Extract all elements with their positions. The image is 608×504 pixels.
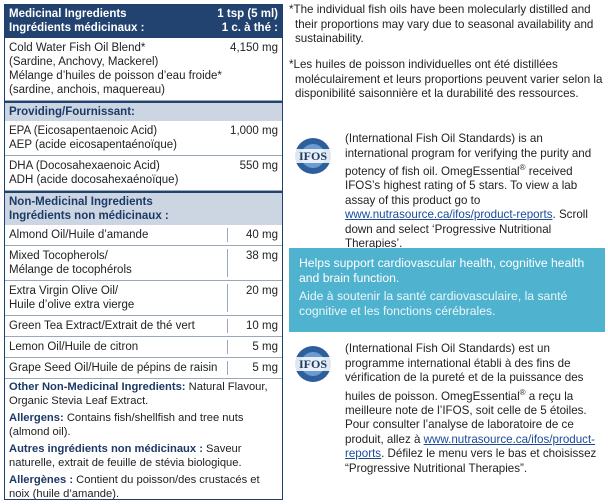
autres-ingredients: Autres ingrédients non médicinaux : Save… xyxy=(9,443,242,469)
other-ingredients: Other Non-Medicinal Ingredients: Natural… xyxy=(9,381,268,407)
note-en: *The individual fish oils have been mole… xyxy=(289,3,594,45)
table-row: Grape Seed Oil/Huile de pépins de raisin… xyxy=(5,358,282,379)
ifos-text-en: (International Fish Oil Standards) is an… xyxy=(345,132,592,251)
ingredient-name: Extra Virgin Olive Oil/ Huile d’olive ex… xyxy=(9,285,135,311)
header-medicinal-fr: Ingrédients médicinaux : xyxy=(9,22,145,34)
nonmedicinal-label: Non-Medicinal Ingredients Ingrédients no… xyxy=(5,193,282,225)
ifos-link-fr[interactable]: www.nutrasource.ca/ifos/product-reports xyxy=(345,432,596,461)
ingredient-name: EPA (Eicosapentaenoic Acid) AEP (acide e… xyxy=(9,125,177,151)
table-row: Green Tea Extract/Extrait de thé vert 10 … xyxy=(5,316,282,337)
ingredient-name: Cold Water Fish Oil Blend* (Sardine, Anc… xyxy=(9,42,222,96)
ifos-text-fr: (International Fish Oil Standards) est u… xyxy=(345,342,597,475)
ingredient-name: DHA (Docosahexaenoic Acid) ADH (acide do… xyxy=(9,160,179,186)
svg-text:IFOS: IFOS xyxy=(299,357,327,371)
header-medicinal-en: Medicinal Ingredients xyxy=(9,8,127,20)
ifos-section-en: IFOS (International Fish Oil Standards) … xyxy=(289,132,605,252)
header-serving-en: 1 tsp (5 ml) xyxy=(217,8,278,20)
ingredient-amount: 40 mg xyxy=(227,228,278,242)
table-header: Medicinal Ingredients Ingrédients médici… xyxy=(5,5,282,38)
ingredient-amount: 38 mg xyxy=(227,249,278,277)
ingredient-amount: 5 mg xyxy=(227,361,278,375)
ingredient-amount: 550 mg xyxy=(239,160,278,172)
table-row: Extra Virgin Olive Oil/ Huile d’olive ex… xyxy=(5,281,282,316)
ingredient-amount: 20 mg xyxy=(227,284,278,312)
banner-fr: Aide à soutenir la santé cardiovasculair… xyxy=(299,289,568,318)
ingredient-name: Grape Seed Oil/Huile de pépins de raisin xyxy=(9,362,218,374)
ingredients-table: Medicinal Ingredients Ingrédients médici… xyxy=(4,4,283,500)
ingredient-amount: 10 mg xyxy=(227,319,278,333)
ingredient-amount: 1,000 mg xyxy=(230,125,278,137)
providing-label: Providing/Fournissant: xyxy=(5,103,282,121)
table-row: Mixed Tocopherols/ Mélange de tocophérol… xyxy=(5,246,282,281)
ingredient-name: Lemon Oil/Huile de citron xyxy=(9,341,139,353)
table-row: Lemon Oil/Huile de citron 5 mg xyxy=(5,337,282,358)
nonmedicinal-label-fr: Ingrédients non médicinaux : xyxy=(9,210,169,222)
note-fr: *Les huiles de poisson individuelles ont… xyxy=(289,58,603,100)
ifos-logo-fr: IFOS xyxy=(289,346,337,382)
table-row: DHA (Docosahexaenoic Acid) ADH (acide do… xyxy=(5,156,282,191)
banner-en: Helps support cardiovascular health, cog… xyxy=(299,256,585,285)
ingredient-name: Green Tea Extract/Extrait de thé vert xyxy=(9,320,195,332)
ingredient-notes: Other Non-Medicinal Ingredients: Natural… xyxy=(5,379,282,500)
ingredient-amount: 4,150 mg xyxy=(230,42,278,54)
ingredient-amount: 5 mg xyxy=(227,340,278,354)
nonmedicinal-label-en: Non-Medicinal Ingredients xyxy=(9,196,153,208)
allergenes: Allergènes : Contient du poisson/des cru… xyxy=(9,474,260,500)
allergens: Allergens: Contains fish/shellfish and t… xyxy=(9,412,244,438)
benefit-banner: Helps support cardiovascular health, cog… xyxy=(289,248,605,332)
svg-text:IFOS: IFOS xyxy=(299,149,327,163)
table-row: Almond Oil/Huile d’amande 40 mg xyxy=(5,225,282,246)
ifos-section-fr: IFOS (International Fish Oil Standards) … xyxy=(289,342,605,476)
table-row: EPA (Eicosapentaenoic Acid) AEP (acide e… xyxy=(5,121,282,156)
table-row: Cold Water Fish Oil Blend* (Sardine, Anc… xyxy=(5,38,282,101)
ingredient-name: Mixed Tocopherols/ Mélange de tocophérol… xyxy=(9,250,132,276)
ifos-link-en[interactable]: www.nutrasource.ca/ifos/product-reports xyxy=(345,208,553,222)
ifos-logo: IFOS xyxy=(289,138,337,174)
header-serving-fr: 1 c. à thé : xyxy=(221,22,278,34)
ingredient-name: Almond Oil/Huile d’amande xyxy=(9,229,149,241)
